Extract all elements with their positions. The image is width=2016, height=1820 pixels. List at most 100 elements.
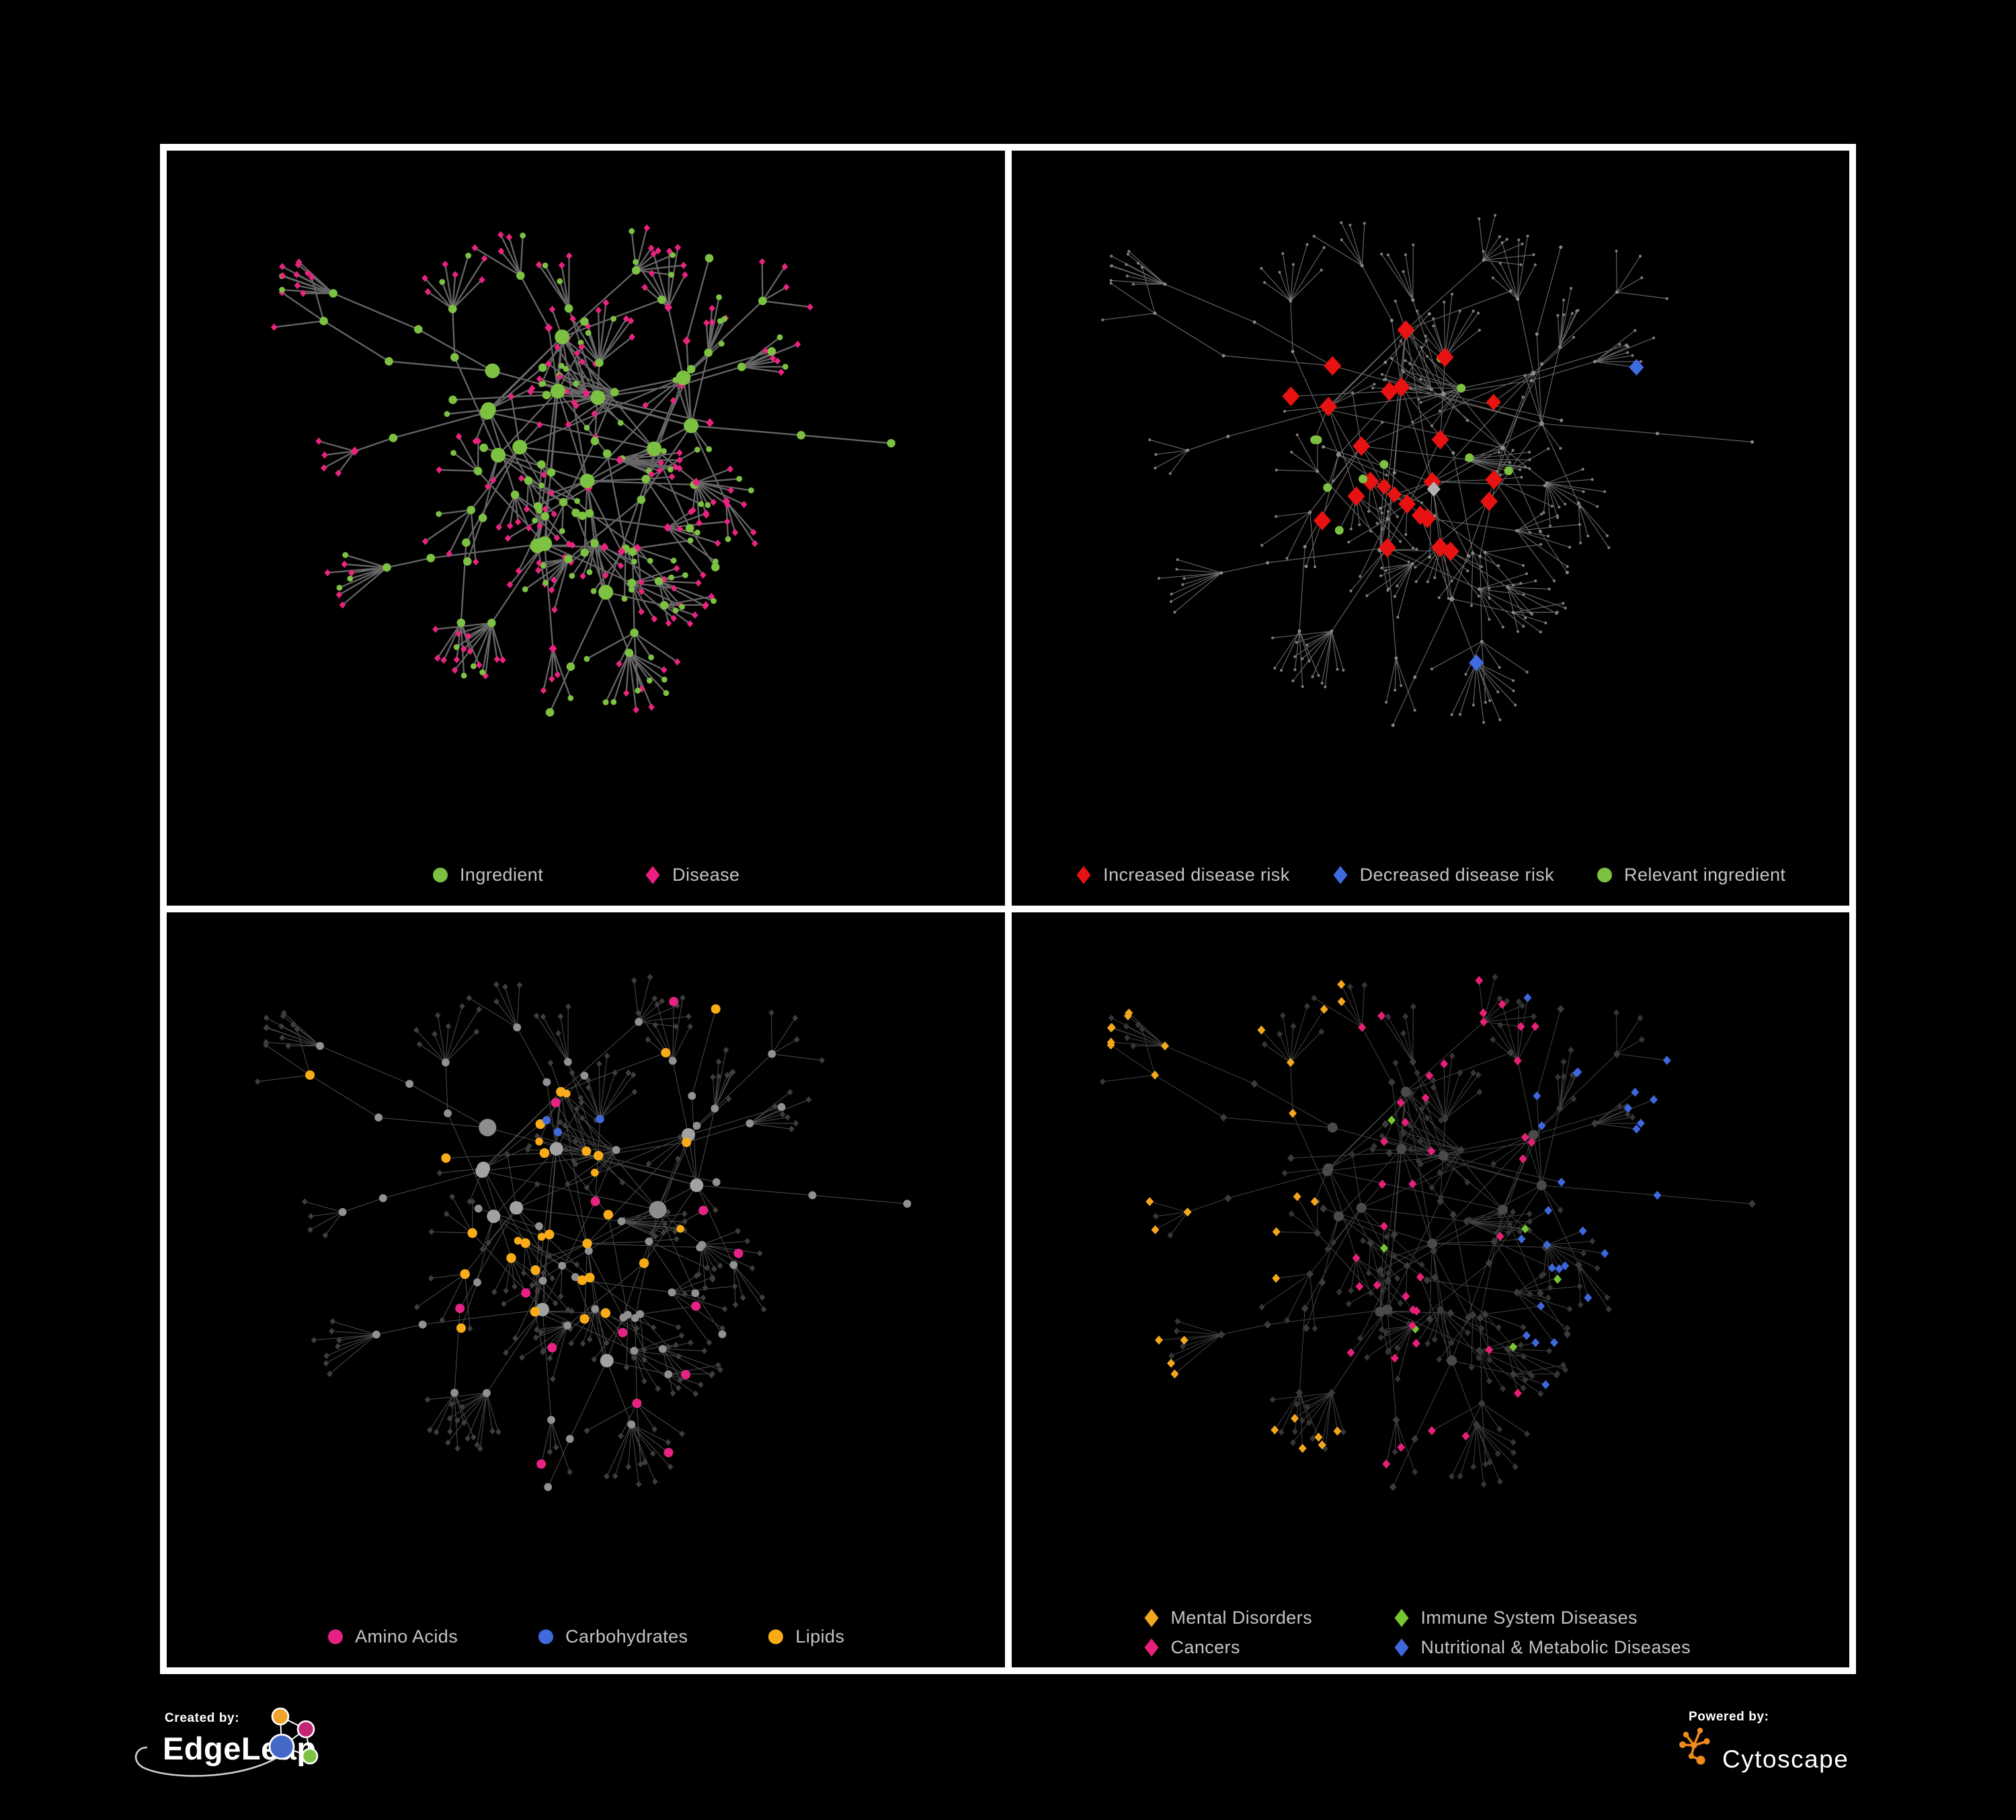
network-node [577, 340, 584, 346]
network-node [1426, 1238, 1437, 1249]
network-node [1431, 430, 1449, 450]
network-node [661, 448, 667, 454]
legend-disease-risk: Increased disease risk Decreased disease … [1012, 865, 1850, 885]
network-node [1261, 1041, 1268, 1048]
network-node [1225, 434, 1229, 438]
network-node [532, 1334, 539, 1341]
network-node [1324, 1246, 1330, 1253]
network-node [1333, 1211, 1344, 1222]
network-node [1259, 267, 1263, 270]
network-node [1305, 1269, 1314, 1278]
network-node [1652, 1191, 1661, 1200]
network-node [279, 286, 285, 293]
network-node [1547, 588, 1551, 591]
network-node [1568, 1072, 1575, 1079]
network-node [1174, 1318, 1180, 1325]
network-node [554, 343, 561, 351]
network-node [1383, 378, 1387, 381]
network-node [1520, 1324, 1527, 1331]
network-node [1398, 540, 1402, 543]
network-node [1523, 374, 1527, 377]
network-node [1385, 1148, 1393, 1157]
network-node [652, 1021, 659, 1029]
network-node [1636, 1119, 1645, 1128]
network-node [1470, 551, 1474, 555]
network-node [706, 446, 713, 452]
network-node [723, 1047, 729, 1054]
network-node [685, 524, 694, 532]
network-node [447, 1428, 453, 1435]
network-node [585, 329, 592, 336]
network-node [690, 1179, 704, 1192]
network-node [558, 262, 565, 269]
network-node [1547, 1284, 1554, 1292]
network-node [604, 1052, 610, 1060]
network-node [681, 1227, 688, 1234]
network-node [1271, 1273, 1280, 1283]
network-node [421, 537, 429, 545]
network-node [1748, 1199, 1756, 1208]
network-node [616, 660, 622, 668]
network-node [563, 1058, 572, 1066]
network-node [426, 553, 436, 563]
network-node [1521, 593, 1525, 596]
network-node [279, 1034, 286, 1041]
network-node [510, 490, 520, 500]
network-node [1336, 452, 1341, 457]
network-node [670, 1390, 676, 1397]
network-node [1357, 1335, 1363, 1342]
network-node [1568, 1046, 1574, 1054]
network-node [750, 528, 757, 536]
network-node [285, 1042, 292, 1050]
network-node [663, 1448, 674, 1458]
network-node [672, 1228, 678, 1235]
network-node [1496, 1232, 1504, 1241]
network-node [1512, 1463, 1519, 1470]
network-node [1384, 701, 1387, 704]
network-node [1506, 1220, 1513, 1228]
network-node [530, 538, 545, 553]
network-node [532, 517, 538, 524]
network-node [793, 1119, 799, 1127]
network-node [1519, 582, 1523, 585]
network-node [1385, 473, 1388, 477]
network-node [1412, 1306, 1420, 1316]
network-node [1481, 1310, 1489, 1318]
network-node [583, 424, 590, 431]
network-node [1508, 461, 1511, 464]
network-node [294, 261, 302, 269]
network-node [1468, 1310, 1476, 1319]
network-node [1625, 351, 1629, 354]
network-node [535, 261, 542, 269]
network-node [692, 477, 700, 487]
network-node [264, 1024, 270, 1031]
network-node [350, 446, 359, 456]
network-node [558, 1293, 564, 1300]
network-node [545, 360, 552, 368]
network-node [1160, 1041, 1169, 1051]
network-node [1541, 511, 1545, 514]
network-node [676, 1224, 684, 1233]
network-node [329, 1318, 336, 1325]
network-node [479, 1119, 497, 1137]
network-node [661, 1221, 668, 1228]
network-node [1486, 1378, 1492, 1385]
network-node [559, 362, 565, 369]
network-node [686, 1013, 692, 1020]
network-node [535, 566, 542, 574]
network-node [441, 1058, 450, 1067]
legend-label: Ingredient [460, 865, 544, 885]
network-node [1511, 689, 1515, 693]
network-node [583, 1427, 590, 1434]
network-node [454, 630, 462, 637]
network-node [270, 323, 278, 331]
network-node [568, 1340, 575, 1347]
network-node [635, 1480, 642, 1488]
network-node [624, 648, 634, 658]
network-node [591, 1305, 600, 1313]
network-node [610, 699, 617, 705]
network-node [1527, 1138, 1535, 1147]
network-node [1497, 450, 1500, 454]
network-node [1377, 1011, 1385, 1021]
network-node [700, 571, 707, 579]
